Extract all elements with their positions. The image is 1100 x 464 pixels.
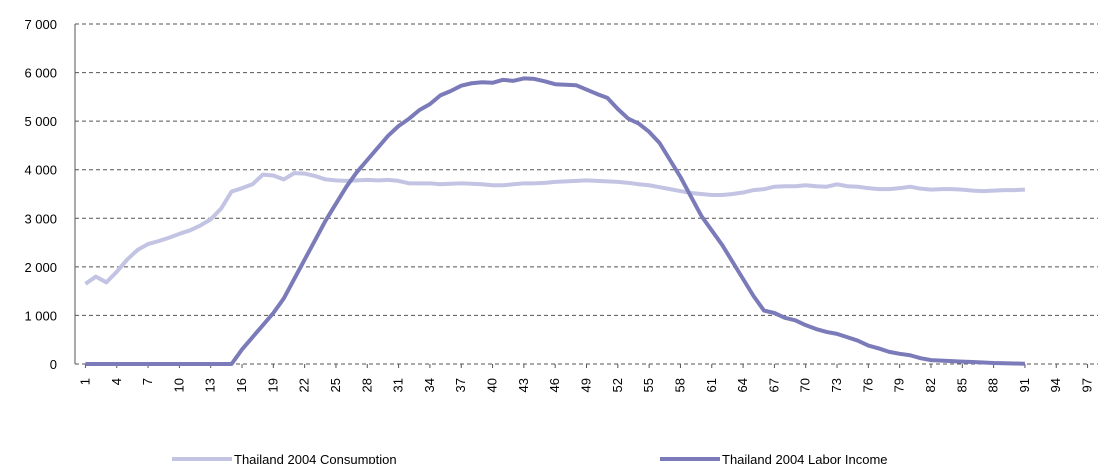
y-tick-label: 0 [50, 357, 57, 372]
x-tick-label: 7 [140, 378, 155, 385]
x-tick-label: 28 [359, 378, 374, 392]
x-tick-label: 16 [234, 378, 249, 392]
x-tick-label: 97 [1080, 378, 1095, 392]
x-tick-label: 19 [265, 378, 280, 392]
y-tick-label: 5 000 [24, 114, 57, 129]
legend-label: Thailand 2004 Labor Income [722, 452, 888, 464]
line [84, 171, 1026, 286]
x-tick-label: 91 [1017, 378, 1032, 392]
x-tick-label: 40 [485, 378, 500, 392]
legend-label: Thailand 2004 Consumption [234, 452, 397, 464]
x-tick-label: 79 [892, 378, 907, 392]
x-tick-label: 49 [579, 378, 594, 392]
y-tick-label: 7 000 [24, 17, 57, 32]
x-tick-label: 82 [923, 378, 938, 392]
x-tick-label: 22 [297, 378, 312, 392]
x-tick-label: 34 [422, 378, 437, 392]
x-tick-label: 25 [328, 378, 343, 392]
y-tick-label: 6 000 [24, 66, 57, 81]
y-tick-label: 3 000 [24, 211, 57, 226]
x-tick-label: 88 [986, 378, 1001, 392]
x-tick-label: 67 [766, 378, 781, 392]
x-tick-label: 10 [171, 378, 186, 392]
x-tick-label: 55 [641, 378, 656, 392]
x-tick-label: 52 [610, 378, 625, 392]
line [85, 76, 1025, 366]
x-tick-label: 1 [77, 378, 92, 385]
x-tick-label: 58 [672, 378, 687, 392]
y-tick-label: 2 000 [24, 260, 57, 275]
y-tick-label: 1 000 [24, 308, 57, 323]
x-tick-label: 76 [860, 378, 875, 392]
x-tick-label: 13 [203, 378, 218, 392]
x-tick-label: 43 [516, 378, 531, 392]
x-tick-label: 61 [704, 378, 719, 392]
x-tick-label: 46 [547, 378, 562, 392]
x-tick-label: 73 [829, 378, 844, 392]
x-tick-label: 64 [735, 378, 750, 392]
y-tick-label: 4 000 [24, 163, 57, 178]
x-tick-label: 85 [954, 378, 969, 392]
x-tick-label: 4 [109, 378, 124, 385]
x-tick-label: 37 [453, 378, 468, 392]
x-tick-label: 31 [391, 378, 406, 392]
x-tick-label: 94 [1048, 378, 1063, 392]
x-tick-label: 70 [798, 378, 813, 392]
